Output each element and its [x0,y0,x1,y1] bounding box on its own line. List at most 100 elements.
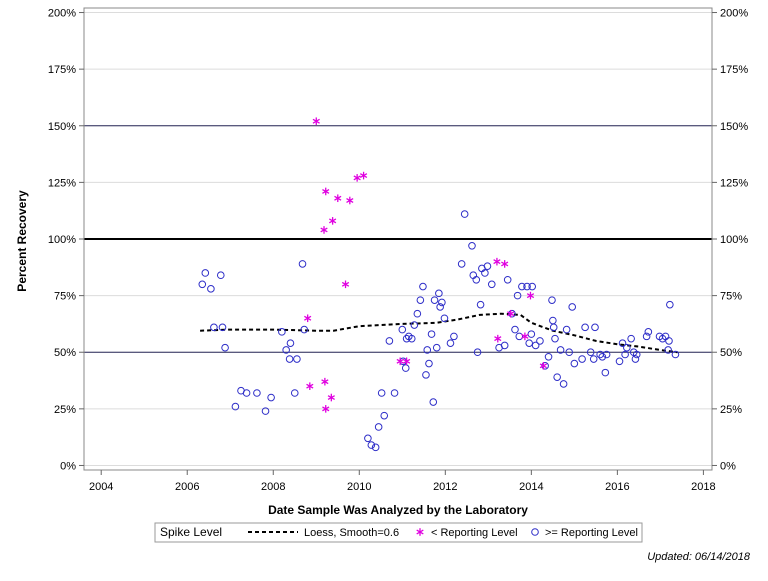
y-tick-label-left: 125% [48,177,76,189]
data-point-circle [528,282,537,291]
x-tick-label: 2012 [433,481,457,493]
x-tick-label: 2014 [519,481,543,493]
data-point-circle [216,271,225,280]
data-point-circle [578,355,586,363]
data-point-star [494,334,502,343]
data-point-circle [402,334,411,343]
data-point-circle [666,300,674,309]
data-point-circle [627,334,635,343]
y-tick-label-left: 25% [54,404,76,416]
data-point-star [346,196,354,205]
reference-lines [84,125,712,353]
y-tick-label-right: 50% [720,347,742,359]
data-point-circle [581,323,589,332]
y-tick-label-right: 100% [720,234,748,246]
data-point-circle [525,339,533,347]
data-point-circle [398,325,407,334]
data-point-circle [231,402,240,411]
data-point-star [359,171,368,180]
data-point-circle [413,309,422,318]
data-point-circle [602,350,611,359]
data-point-circle [553,373,561,381]
data-point-circle [427,330,436,338]
data-point-circle [664,346,672,354]
data-point-circle [544,352,553,361]
data-point-circle [407,334,416,343]
data-point-circle [416,296,425,304]
data-point-circle [367,441,376,449]
data-point-circle [440,314,449,323]
legend-title: Spike Level [160,525,222,539]
data-point-star [321,377,329,386]
data-point-circle [385,337,394,345]
loess-line [200,312,678,354]
data-point-circle [282,346,290,354]
data-point-circle [290,389,299,397]
data-point-star [322,187,330,196]
data-point-star [306,382,314,391]
star-points [304,117,548,413]
data-point-circle [513,291,522,300]
legend-loess-label: Loess, Smooth=0.6 [304,527,399,539]
data-point-star [402,357,411,366]
y-tick-label-left: 100% [48,234,76,246]
data-point-circle [446,339,455,347]
y-tick-label-right: 200% [720,8,748,20]
data-point-circle [468,241,476,250]
data-point-star [334,194,342,203]
data-point-circle [201,269,210,277]
data-point-circle [591,323,599,332]
data-point-star [320,226,328,234]
data-point-circle [450,332,458,341]
data-point-circle [429,398,438,406]
data-point-circle [531,341,540,350]
data-point-circle [425,359,433,368]
x-tick-label: 2016 [605,481,629,493]
data-point-circle [527,330,536,338]
y-tick-label-right: 175% [720,64,748,76]
data-point-circle [541,362,549,370]
data-point-circle [551,334,559,343]
y-axis-title: Percent Recovery [15,190,29,292]
data-point-circle [207,285,215,293]
data-point-circle [565,348,573,357]
data-point-circle [198,280,207,289]
x-tick-label: 2006 [175,481,199,493]
data-point-circle [642,332,651,341]
data-point-circle [562,325,571,334]
axis-ticks: 0% 0% 25% 25% 50% 50% 75% 75% 100% 100% 125% 125% 15… [48,8,748,493]
legend-star-icon [416,528,424,536]
data-point-circle [598,352,607,361]
data-point-circle [371,443,380,452]
x-tick-label: 2004 [89,481,113,493]
y-tick-label-left: 75% [54,291,76,303]
data-point-circle [536,337,544,345]
data-point-circle [377,389,386,397]
x-tick-label: 2008 [261,481,285,493]
data-point-star [539,362,548,370]
legend-star-swatch [416,528,424,536]
data-point-circle [623,343,631,352]
y-tick-label-right: 125% [720,177,748,189]
data-point-circle [615,357,624,366]
data-point-circle [589,355,598,363]
data-point-circle [549,316,557,325]
data-point-circle [481,269,489,277]
data-point-star [507,309,515,318]
data-point-star [328,217,337,225]
data-point-circle [380,411,389,420]
data-point-circle [503,275,512,284]
y-tick-label-left: 0% [60,460,76,472]
loess-layer [200,312,678,354]
y-tick-label-left: 175% [48,64,76,76]
data-point-star [501,260,509,268]
data-point-circle [419,282,427,291]
x-tick-label: 2018 [691,481,715,493]
y-tick-label-right: 150% [720,121,748,133]
data-point-circle [483,262,492,270]
data-point-circle [460,210,469,218]
data-point-circle [364,434,372,443]
data-point-circle [476,300,485,309]
